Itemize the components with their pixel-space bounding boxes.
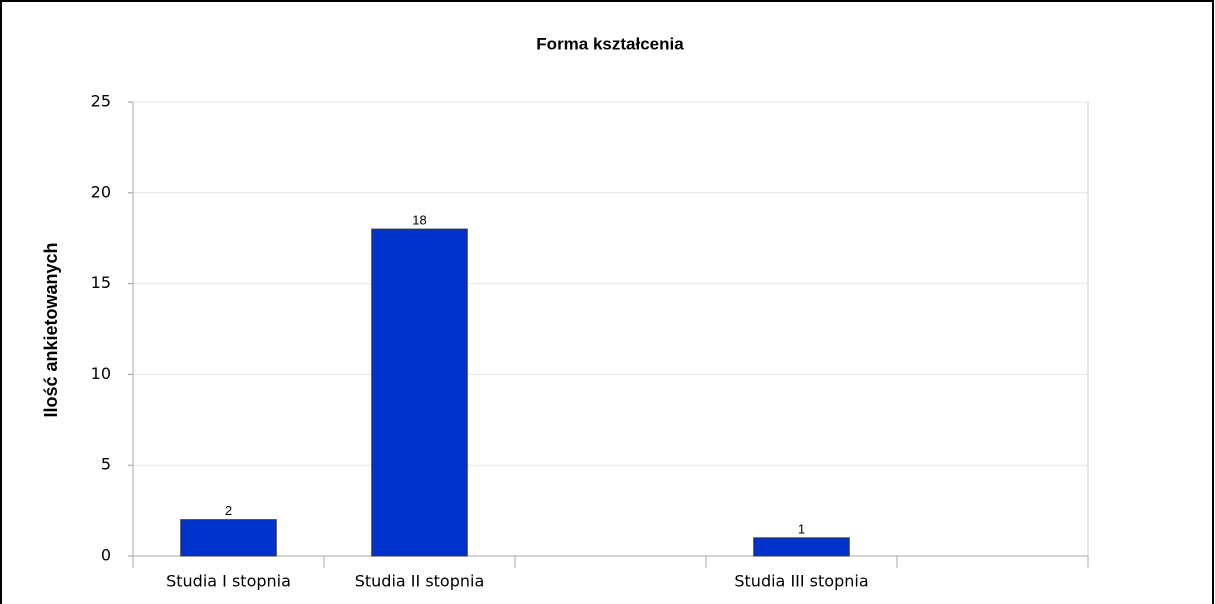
x-tick-label: Studia III stopnia: [734, 572, 868, 591]
y-tick-label: 25: [91, 92, 111, 111]
bar: [371, 228, 468, 557]
y-tick-label: 20: [91, 182, 111, 201]
y-tick-label: 15: [91, 273, 111, 292]
bar: [753, 537, 850, 557]
data-label: 2: [225, 503, 232, 518]
chart-title: Forma kształcenia: [536, 34, 684, 53]
y-axis-label: Ilość ankietowanych: [41, 242, 61, 417]
y-tick-label: 10: [91, 364, 111, 383]
bar: [180, 519, 277, 557]
x-tick-label: Studia I stopnia: [166, 572, 291, 591]
y-tick-label: 5: [101, 455, 111, 474]
data-label: 1: [798, 521, 805, 536]
data-label: 18: [412, 213, 426, 228]
y-tick-label: 0: [101, 546, 111, 565]
x-tick-label: Studia II stopnia: [355, 572, 485, 591]
